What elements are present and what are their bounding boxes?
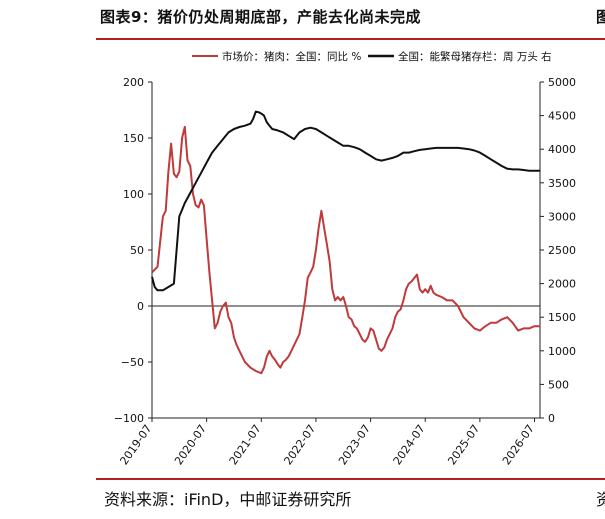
- source-note: 资料来源：iFinD，中邮证券研究所: [104, 490, 352, 509]
- right-axis-tick-label: 3000: [548, 210, 576, 223]
- right-axis-tick-label: 0: [548, 412, 555, 425]
- x-axis-tick-label: 2024-07: [391, 422, 428, 467]
- left-axis-tick-label: −100: [114, 412, 144, 425]
- legend-label-inventory: 全国：能繁母猪存栏：周 万头 右: [398, 50, 552, 63]
- right-axis-tick-label: 1500: [548, 311, 576, 324]
- right-axis-tick-label: 3500: [548, 177, 576, 190]
- right-axis-tick-label: 4500: [548, 110, 576, 123]
- x-axis-tick-label: 2019-07: [117, 422, 154, 467]
- left-axis-tick-label: 200: [123, 76, 144, 89]
- title-divider: [96, 38, 605, 40]
- x-axis-tick-label: 2025-07: [445, 422, 482, 467]
- x-axis-tick-label: 2026-07: [500, 422, 537, 467]
- x-axis-tick-label: 2022-07: [281, 422, 318, 467]
- right-axis-tick-label: 2000: [548, 278, 576, 291]
- left-axis-tick-label: −50: [121, 356, 144, 369]
- right-axis-tick-label: 2500: [548, 244, 576, 257]
- left-axis-tick-label: 50: [130, 244, 144, 257]
- right-axis-tick-label: 4000: [548, 143, 576, 156]
- legend-label-price: 市场价：猪肉：全国：同比 %: [222, 50, 361, 63]
- right-axis-tick-label: 1000: [548, 345, 576, 358]
- left-axis-tick-label: 150: [123, 132, 144, 145]
- x-axis-tick-label: 2020-07: [172, 422, 209, 467]
- left-axis-tick-label: 100: [123, 188, 144, 201]
- next-source-fragment: 资: [596, 490, 605, 509]
- chart-title: 图表9：猪价仍处周期底部，产能去化尚未完成: [100, 8, 421, 26]
- right-axis-tick-label: 500: [548, 378, 569, 391]
- left-axis-tick-label: 0: [137, 300, 144, 313]
- series-line-price-yoy: [151, 125, 540, 375]
- series-line-sow-inventory: [151, 110, 540, 292]
- next-chart-title-fragment: 图: [596, 8, 605, 26]
- right-axis-tick-label: 5000: [548, 76, 576, 89]
- x-axis-tick-label: 2021-07: [227, 422, 264, 467]
- x-axis-tick-label: 2023-07: [336, 422, 373, 467]
- footer-divider: [96, 478, 605, 480]
